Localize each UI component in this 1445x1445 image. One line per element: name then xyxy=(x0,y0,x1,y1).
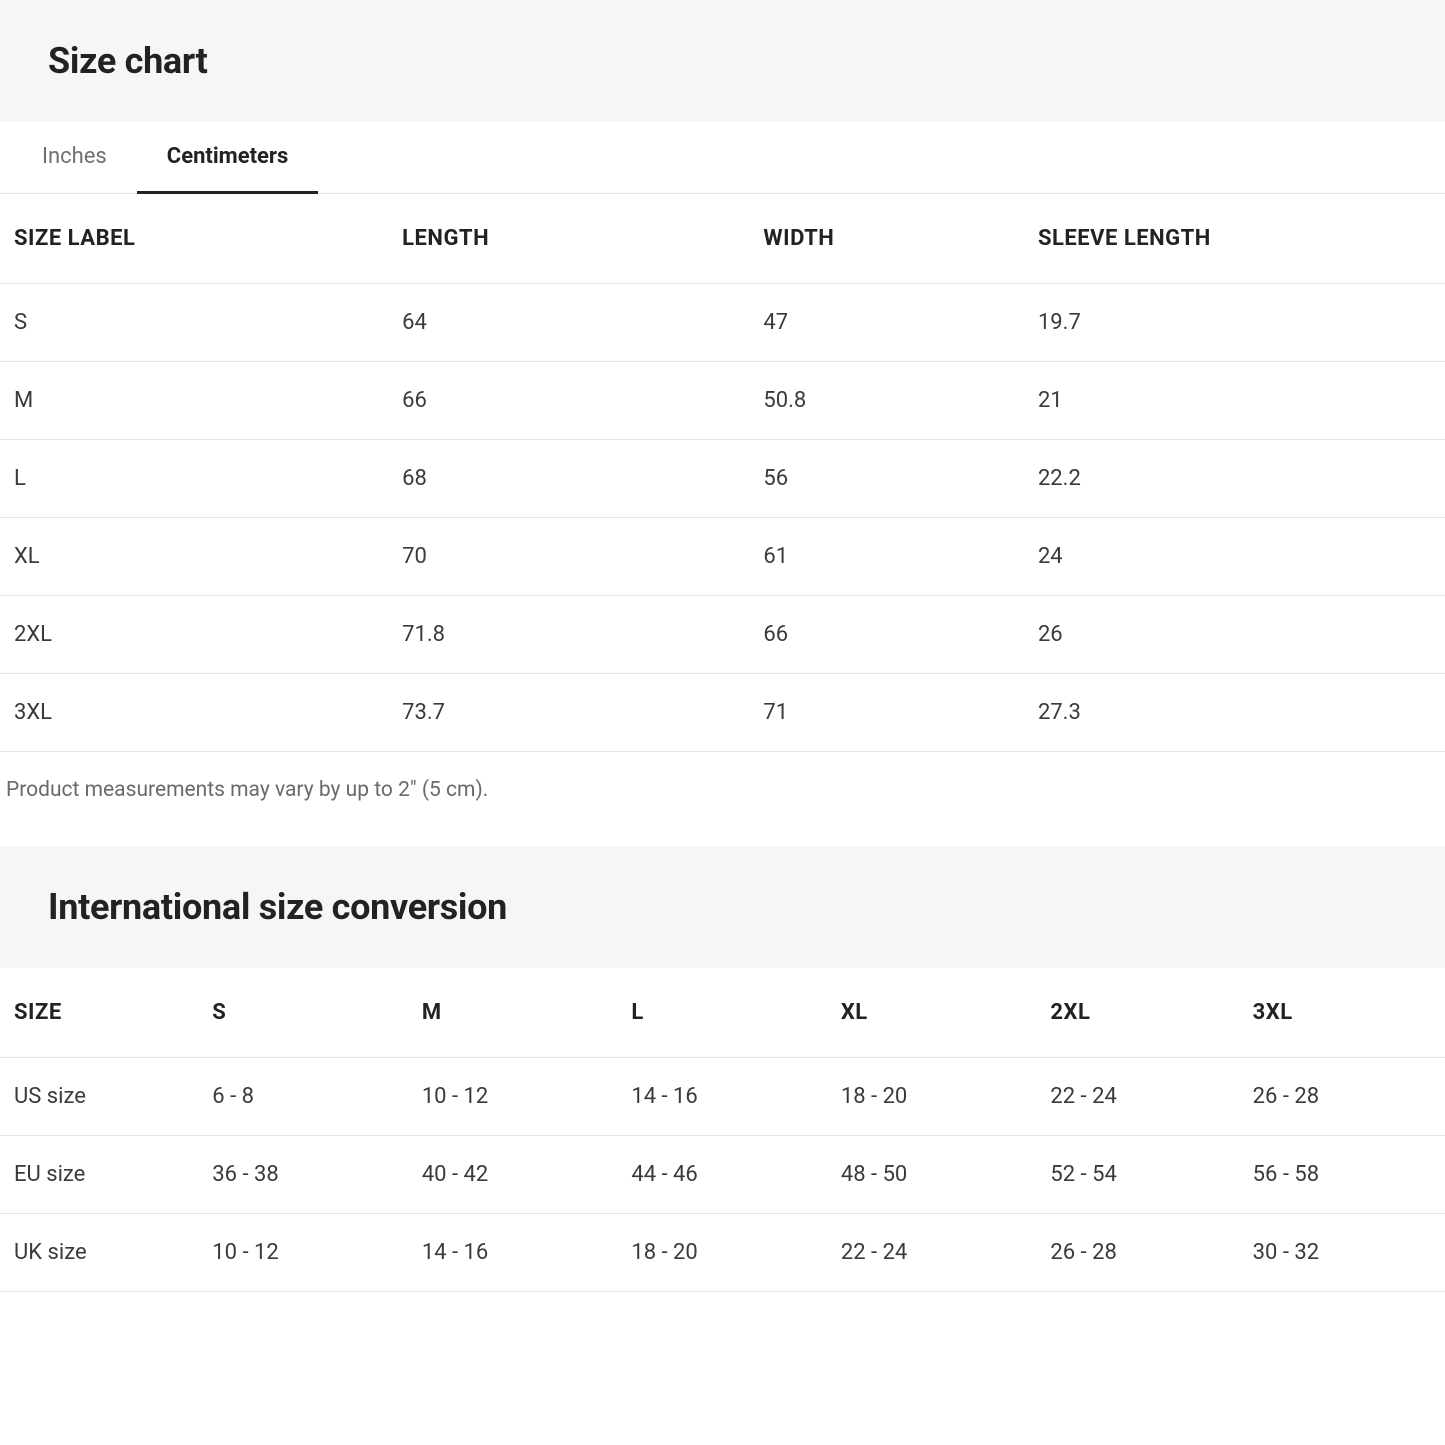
cell-sleeve: 21 xyxy=(1026,362,1445,440)
table-row: US size 6 - 8 10 - 12 14 - 16 18 - 20 22… xyxy=(0,1058,1445,1136)
cell-region: EU size xyxy=(0,1136,202,1214)
international-conversion-title: International size conversion xyxy=(48,886,1397,928)
cell-size: 18 - 20 xyxy=(621,1214,831,1292)
cell-size: 10 - 12 xyxy=(202,1214,412,1292)
measurement-note: Product measurements may vary by up to 2… xyxy=(0,752,1445,846)
table-row: XL 70 61 24 xyxy=(0,518,1445,596)
cell-sleeve: 27.3 xyxy=(1026,674,1445,752)
col-header-width: WIDTH xyxy=(751,194,1026,284)
cell-width: 66 xyxy=(751,596,1026,674)
cell-length: 71.8 xyxy=(390,596,751,674)
cell-width: 47 xyxy=(751,284,1026,362)
cell-sleeve: 24 xyxy=(1026,518,1445,596)
cell-size: 18 - 20 xyxy=(831,1058,1041,1136)
cell-size-label: 2XL xyxy=(0,596,390,674)
cell-size: 56 - 58 xyxy=(1243,1136,1445,1214)
cell-size: 26 - 28 xyxy=(1243,1058,1445,1136)
col-header-size-label: SIZE LABEL xyxy=(0,194,390,284)
cell-size: 14 - 16 xyxy=(621,1058,831,1136)
cell-size-label: M xyxy=(0,362,390,440)
table-row: EU size 36 - 38 40 - 42 44 - 46 48 - 50 … xyxy=(0,1136,1445,1214)
cell-sleeve: 22.2 xyxy=(1026,440,1445,518)
cell-size: 52 - 54 xyxy=(1040,1136,1242,1214)
cell-width: 61 xyxy=(751,518,1026,596)
cell-region: US size xyxy=(0,1058,202,1136)
cell-region: UK size xyxy=(0,1214,202,1292)
col-header-size: SIZE xyxy=(0,968,202,1058)
cell-size-label: L xyxy=(0,440,390,518)
cell-length: 68 xyxy=(390,440,751,518)
table-row: 3XL 73.7 71 27.3 xyxy=(0,674,1445,752)
cell-width: 71 xyxy=(751,674,1026,752)
size-chart-header: Size chart xyxy=(0,0,1445,122)
cell-size: 22 - 24 xyxy=(831,1214,1041,1292)
cell-size: 6 - 8 xyxy=(202,1058,412,1136)
cell-sleeve: 26 xyxy=(1026,596,1445,674)
cell-size-label: XL xyxy=(0,518,390,596)
cell-width: 56 xyxy=(751,440,1026,518)
col-header-3xl: 3XL xyxy=(1243,968,1445,1058)
international-size-table: SIZE S M L XL 2XL 3XL US size 6 - 8 10 -… xyxy=(0,968,1445,1292)
tab-inches[interactable]: Inches xyxy=(12,122,137,194)
cell-length: 70 xyxy=(390,518,751,596)
cell-length: 73.7 xyxy=(390,674,751,752)
table-row: 2XL 71.8 66 26 xyxy=(0,596,1445,674)
col-header-l: L xyxy=(621,968,831,1058)
table-row: S 64 47 19.7 xyxy=(0,284,1445,362)
cell-length: 66 xyxy=(390,362,751,440)
cell-width: 50.8 xyxy=(751,362,1026,440)
col-header-m: M xyxy=(412,968,622,1058)
international-conversion-header: International size conversion xyxy=(0,846,1445,968)
table-row: L 68 56 22.2 xyxy=(0,440,1445,518)
col-header-2xl: 2XL xyxy=(1040,968,1242,1058)
table-row: M 66 50.8 21 xyxy=(0,362,1445,440)
cell-length: 64 xyxy=(390,284,751,362)
table-header-row: SIZE S M L XL 2XL 3XL xyxy=(0,968,1445,1058)
cell-size: 10 - 12 xyxy=(412,1058,622,1136)
unit-tabs: Inches Centimeters xyxy=(0,122,1445,194)
col-header-xl: XL xyxy=(831,968,1041,1058)
table-row: UK size 10 - 12 14 - 16 18 - 20 22 - 24 … xyxy=(0,1214,1445,1292)
cell-size: 22 - 24 xyxy=(1040,1058,1242,1136)
col-header-length: LENGTH xyxy=(390,194,751,284)
cell-size-label: 3XL xyxy=(0,674,390,752)
cell-size: 14 - 16 xyxy=(412,1214,622,1292)
cell-size: 30 - 32 xyxy=(1243,1214,1445,1292)
col-header-s: S xyxy=(202,968,412,1058)
tab-centimeters[interactable]: Centimeters xyxy=(137,122,319,194)
cell-size: 36 - 38 xyxy=(202,1136,412,1214)
size-chart-table: SIZE LABEL LENGTH WIDTH SLEEVE LENGTH S … xyxy=(0,194,1445,752)
cell-size: 48 - 50 xyxy=(831,1136,1041,1214)
size-chart-title: Size chart xyxy=(48,40,1397,82)
cell-size-label: S xyxy=(0,284,390,362)
col-header-sleeve-length: SLEEVE LENGTH xyxy=(1026,194,1445,284)
cell-size: 26 - 28 xyxy=(1040,1214,1242,1292)
cell-size: 40 - 42 xyxy=(412,1136,622,1214)
cell-size: 44 - 46 xyxy=(621,1136,831,1214)
table-header-row: SIZE LABEL LENGTH WIDTH SLEEVE LENGTH xyxy=(0,194,1445,284)
cell-sleeve: 19.7 xyxy=(1026,284,1445,362)
